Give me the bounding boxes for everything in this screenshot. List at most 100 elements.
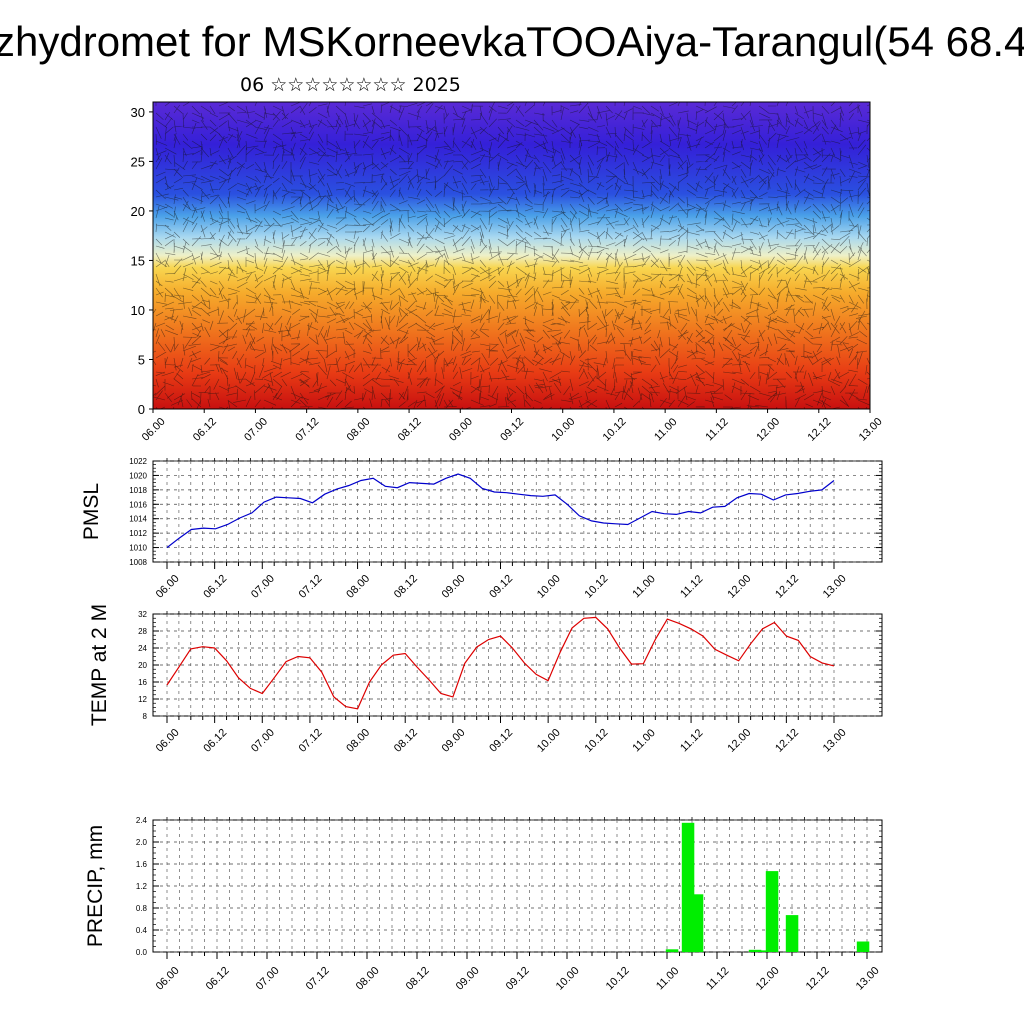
temp-ytick-label: 24 [138, 644, 147, 653]
temp-panel: 8 12 16 20 24 28 32 06.00 06.12 07.00 07.12 08.00 08… [88, 604, 883, 755]
heatmap-ytick-label: 15 [131, 253, 145, 268]
heatmap-xtick-label: 08.00 [345, 416, 373, 444]
precip-xtick-label: 09.12 [504, 965, 532, 993]
heatmap-xtick-label: 09.12 [498, 416, 526, 444]
precip-ylabel: PRECIP, mm [84, 825, 107, 947]
pmsl-xtick-label: 06.12 [201, 573, 229, 601]
precip-xtick-label: 11.12 [704, 965, 731, 992]
heatmap-ytick-label: 5 [138, 352, 145, 367]
precip-panel: 0.0 0.4 0.8 1.2 1.6 2.0 2.4 06.00 06.12 07.00 07.1… [84, 816, 883, 993]
precip-xtick-label: 07.00 [254, 965, 282, 993]
temp-xtick-label: 10.00 [535, 727, 563, 755]
pmsl-xtick-label: 07.12 [297, 573, 325, 601]
pmsl-ytick-label: 1020 [129, 471, 147, 480]
temp-xtick-label: 12.00 [725, 727, 753, 755]
precip-bar [690, 894, 704, 953]
precip-ytick-label: 2.4 [136, 816, 148, 825]
precip-ytick-label: 1.2 [136, 882, 148, 891]
pmsl-ytick-label: 1010 [129, 544, 147, 553]
precip-xtick-label: 10.00 [554, 965, 582, 993]
temp-ytick-label: 28 [138, 627, 147, 636]
heatmap-xtick-label: 09.00 [447, 416, 475, 444]
pmsl-ytick-label: 1008 [129, 558, 147, 567]
heatmap-xtick-label: 13.00 [857, 416, 885, 444]
temp-xtick-label: 09.12 [487, 727, 515, 755]
heatmap-xtick-label: 07.12 [293, 416, 321, 444]
pmsl-panel: 1008 1010 1012 1014 1016 1018 1020 1022 06.00 06.… [80, 457, 883, 601]
temp-ytick-label: 20 [138, 661, 147, 670]
precip-xtick-label: 06.12 [204, 965, 232, 993]
precip-ytick-label: 0.8 [136, 904, 148, 913]
heatmap-ytick-label: 20 [131, 204, 145, 219]
precip-xtick-label: 12.00 [754, 965, 782, 993]
pmsl-xtick-label: 08.00 [344, 573, 372, 601]
pmsl-xtick-label: 06.00 [154, 573, 182, 601]
precip-xtick-label: 06.00 [154, 965, 182, 993]
temp-xtick-label: 07.00 [249, 727, 277, 755]
precip-xtick-label: 13.00 [854, 965, 882, 993]
temp-xtick-label: 12.12 [773, 727, 801, 755]
pmsl-xtick-label: 11.12 [678, 573, 705, 600]
temp-series-line [166, 616, 835, 710]
temp-xtick-label: 11.12 [678, 727, 705, 754]
pmsl-xtick-label: 09.00 [440, 573, 468, 601]
heatmap-xtick-label: 11.00 [652, 416, 679, 443]
temp-ytick-label: 32 [138, 610, 147, 619]
pmsl-xtick-label: 07.00 [249, 573, 277, 601]
pmsl-ytick-label: 1014 [129, 515, 147, 524]
temp-xtick-label: 09.00 [440, 727, 468, 755]
precip-bar [665, 949, 679, 953]
temp-ylabel: TEMP at 2 M [88, 604, 111, 726]
heatmap-ytick-label: 25 [131, 154, 145, 169]
pmsl-xtick-label: 13.00 [821, 573, 849, 601]
pmsl-xtick-label: 10.00 [535, 573, 563, 601]
temp-xtick-label: 08.00 [344, 727, 372, 755]
precip-xtick-label: 10.12 [604, 965, 632, 993]
wind-vectors [153, 102, 870, 409]
heatmap-ytick-label: 30 [131, 105, 145, 120]
temp-xtick-label: 08.12 [392, 727, 420, 755]
precip-ytick-label: 2.0 [136, 838, 148, 847]
precip-xtick-label: 08.12 [404, 965, 432, 993]
temp-ytick-label: 12 [138, 695, 147, 704]
pmsl-xtick-label: 08.12 [392, 573, 420, 601]
chart-subtitle: 06 ☆☆☆☆☆☆☆☆ 2025 [240, 74, 461, 96]
precip-bar [785, 915, 799, 952]
pmsl-ytick-label: 1022 [129, 457, 147, 466]
temp-ytick-label: 16 [138, 678, 147, 687]
pmsl-series-line [166, 473, 835, 549]
temp-xtick-label: 07.12 [297, 727, 325, 755]
heatmap-xtick-label: 07.00 [242, 416, 270, 444]
pmsl-xtick-label: 12.12 [773, 573, 801, 601]
precip-ytick-label: 1.6 [136, 860, 148, 869]
precip-xtick-label: 12.12 [804, 965, 832, 993]
heatmap-xtick-label: 10.12 [601, 416, 629, 444]
pmsl-ytick-label: 1012 [129, 529, 147, 538]
pmsl-xtick-label: 09.12 [487, 573, 515, 601]
precip-bar [765, 871, 779, 952]
precip-xtick-label: 07.12 [304, 965, 332, 993]
precip-xtick-label: 11.00 [654, 965, 681, 992]
precip-bar [856, 941, 870, 952]
heatmap-xtick-label: 06.12 [191, 416, 219, 444]
temp-xtick-label: 13.00 [821, 727, 849, 755]
precip-xtick-label: 09.00 [454, 965, 482, 993]
heatmap-ytick-label: 10 [131, 303, 145, 318]
cross-section-panel: 0 5 10 15 20 25 30 06.00 06.12 07.00 07.12 08.00 08.… [131, 101, 885, 444]
heatmap-xtick-label: 10.00 [549, 416, 577, 444]
pmsl-xtick-label: 12.00 [725, 573, 753, 601]
heatmap-xtick-label: 06.00 [140, 416, 168, 444]
heatmap-xtick-label: 11.12 [703, 416, 730, 443]
temp-xtick-label: 10.12 [583, 727, 611, 755]
temp-xtick-label: 06.00 [154, 727, 182, 755]
precip-ytick-label: 0.0 [136, 948, 148, 957]
precip-xtick-label: 08.00 [354, 965, 382, 993]
pmsl-ylabel: PMSL [80, 483, 103, 540]
wind-field [153, 102, 870, 409]
precip-ytick-label: 0.4 [136, 926, 148, 935]
chart-title: zhydromet for MSKorneevkaTOOAiya-Tarangu… [0, 18, 1024, 65]
pmsl-xtick-label: 11.00 [630, 573, 657, 600]
heatmap-xtick-label: 12.12 [806, 416, 834, 444]
temp-ytick-label: 8 [143, 712, 148, 721]
